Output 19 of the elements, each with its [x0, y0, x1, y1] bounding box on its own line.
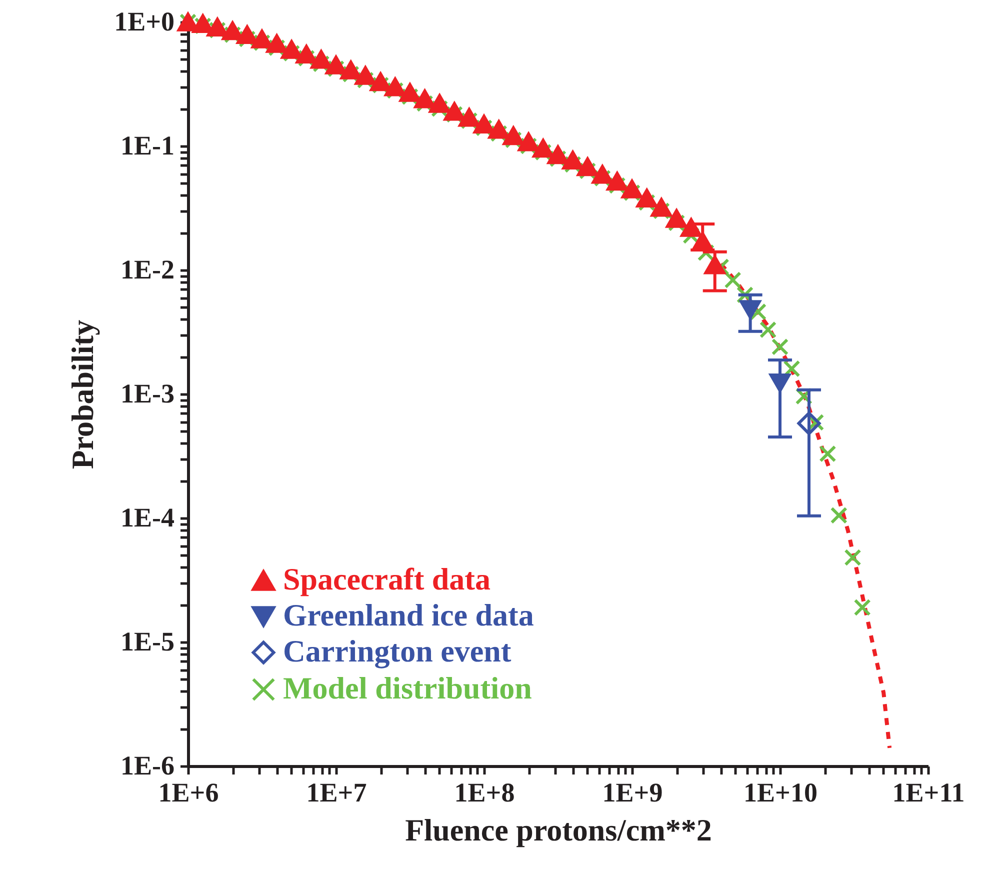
y-tick-label: 1E-5 — [120, 626, 174, 656]
x-tick-label: 1E+9 — [602, 778, 663, 808]
y-axis-title: Probability — [65, 319, 100, 470]
legend-label: Carrington event — [283, 634, 512, 668]
y-tick-label: 1E-1 — [120, 130, 174, 160]
x-tick-label: 1E+8 — [454, 778, 515, 808]
y-tick-label: 1E-4 — [120, 502, 174, 532]
y-tick-label: 1E-3 — [120, 378, 174, 408]
x-tick-label: 1E+6 — [158, 778, 219, 808]
y-tick-label: 1E-6 — [120, 750, 174, 780]
x-tick-label: 1E+10 — [744, 778, 818, 808]
x-axis-title: Fluence protons/cm**2 — [405, 812, 712, 848]
legend-label: Greenland ice data — [283, 598, 534, 632]
x-tick-label: 1E+11 — [892, 778, 965, 808]
legend-label: Spacecraft data — [283, 562, 491, 596]
legend-label: Model distribution — [283, 670, 532, 706]
y-tick-label: 1E+0 — [114, 6, 174, 36]
x-tick-label: 1E+7 — [306, 778, 367, 808]
y-tick-label: 1E-2 — [120, 254, 174, 284]
